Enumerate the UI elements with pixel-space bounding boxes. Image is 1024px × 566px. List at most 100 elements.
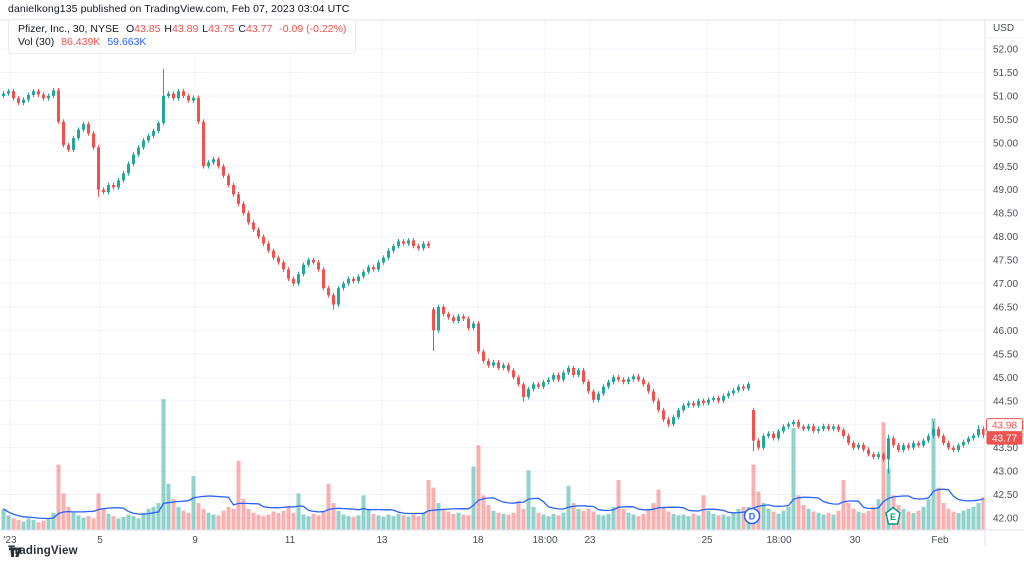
- tradingview-logo[interactable]: TradingView: [8, 545, 78, 557]
- candle-body: [582, 370, 585, 382]
- volume-bar: [161, 399, 166, 530]
- candle-body: [127, 163, 130, 174]
- price-axis-label: 52.00: [993, 45, 1018, 56]
- candle-body: [617, 377, 620, 380]
- candle-body: [557, 374, 560, 380]
- candle-body: [537, 384, 540, 387]
- candle-body: [102, 189, 105, 193]
- candle-body: [12, 91, 15, 99]
- candle-body: [82, 124, 85, 130]
- candle-body: [222, 166, 225, 176]
- candle-body: [162, 95, 165, 124]
- candle-body: [452, 317, 455, 322]
- candle-body: [777, 431, 780, 439]
- candle-body: [132, 154, 135, 164]
- volume-bar: [961, 510, 966, 530]
- volume-bar: [261, 516, 266, 530]
- candle-body: [277, 257, 280, 263]
- candle-body: [807, 426, 810, 429]
- volume-bar: [666, 511, 671, 530]
- candle-body: [727, 393, 730, 397]
- volume-bar: [556, 515, 561, 530]
- candle-body: [652, 391, 655, 401]
- volume-bar: [696, 515, 701, 530]
- high-label: H: [164, 23, 173, 35]
- marker-earnings[interactable]: E: [885, 506, 901, 525]
- symbol-title: Pfizer, Inc., 30, NYSE: [18, 23, 119, 35]
- open-value: 43.85: [134, 23, 161, 35]
- volume-label: Vol (30): [18, 36, 55, 48]
- candle-body: [837, 426, 840, 430]
- volume-bar: [936, 487, 941, 530]
- price-axis-label: 46.00: [993, 326, 1018, 337]
- price-axis-label: 42.50: [993, 490, 1018, 501]
- volume-bar: [426, 479, 431, 530]
- volume-bar: [916, 510, 921, 530]
- candle-body: [107, 185, 110, 193]
- price-axis[interactable]: USD 52.00 51.50 51.00 50.50 50.00 49.50 49.00 48…: [986, 23, 1023, 525]
- candle-body: [572, 367, 575, 375]
- volume-bar: [506, 514, 511, 530]
- volume-bar: [796, 495, 801, 530]
- volume-bar: [16, 519, 21, 530]
- price-axis-label: 49.50: [993, 162, 1018, 173]
- candle-body: [427, 243, 430, 246]
- candle-body: [462, 316, 465, 319]
- volume-bar: [126, 514, 131, 530]
- candle-body: [252, 222, 255, 230]
- volume-bar: [436, 503, 441, 530]
- candle-body: [142, 140, 145, 148]
- volume-bar: [56, 464, 61, 530]
- legend[interactable]: Pfizer, Inc., 30, NYSE O43.85 H43.89 L43.75…: [8, 19, 357, 54]
- candle-body: [297, 274, 300, 284]
- volume-bar: [46, 519, 51, 530]
- candle-body: [77, 129, 80, 139]
- candle-body: [527, 389, 530, 397]
- volume-bar: [906, 511, 911, 530]
- volume-bar: [551, 513, 556, 530]
- volume-bar: [21, 521, 26, 530]
- volume-bar: [226, 506, 231, 530]
- candle-body: [202, 121, 205, 167]
- candle-body: [532, 384, 535, 390]
- candle-body: [367, 267, 370, 272]
- volume-bar: [781, 510, 786, 530]
- candle-body: [282, 262, 285, 270]
- candle-body: [22, 99, 25, 103]
- candle-body: [332, 295, 335, 305]
- volume-bar: [206, 512, 211, 530]
- candle-body: [622, 379, 625, 382]
- volume-bar: [521, 508, 526, 530]
- candle-body: [37, 91, 40, 95]
- candle-body: [97, 147, 100, 190]
- volume-bar: [656, 489, 661, 530]
- candle-body: [967, 438, 970, 443]
- candle-body: [827, 426, 830, 429]
- candle-body: [892, 438, 895, 446]
- currency-label: USD: [993, 23, 1014, 34]
- candle-body: [292, 278, 295, 284]
- candle-body: [437, 306, 440, 331]
- candle-body: [392, 245, 395, 251]
- candle-body: [977, 428, 980, 436]
- volume-bar: [196, 503, 201, 530]
- volume-bar: [76, 515, 81, 530]
- volume-bar: [351, 516, 356, 530]
- volume-legend-row: Vol (30) 86.439K 59.663K: [18, 36, 346, 49]
- candle-body: [27, 94, 30, 100]
- candle-body: [457, 316, 460, 322]
- volume-bar: [306, 516, 311, 530]
- candle-body: [672, 417, 675, 425]
- marker-dividend[interactable]: D: [743, 507, 761, 525]
- candle-body: [287, 269, 290, 279]
- candle-body: [482, 351, 485, 361]
- candle-body: [147, 135, 150, 141]
- candle-body: [257, 229, 260, 237]
- candle-body: [667, 419, 670, 425]
- volume-bar: [616, 479, 621, 530]
- time-axis[interactable]: '23 5 9 11 13 18 18:00 23 25 18:00 30 Feb: [3, 535, 949, 546]
- candle-body: [697, 400, 700, 406]
- volume-bar: [371, 513, 376, 530]
- candle-body: [272, 250, 275, 258]
